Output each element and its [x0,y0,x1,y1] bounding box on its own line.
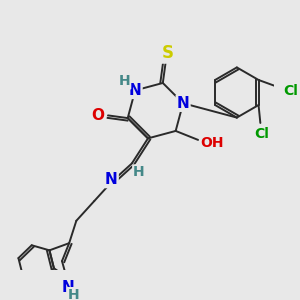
Text: N: N [105,172,118,187]
Text: S: S [161,44,173,62]
Text: O: O [91,108,104,123]
Text: H: H [68,288,80,300]
Text: H: H [118,74,130,88]
Text: N: N [129,83,142,98]
Text: N: N [62,280,75,296]
Text: Cl: Cl [284,84,298,98]
Text: Cl: Cl [255,127,270,141]
Text: N: N [177,96,190,111]
Text: OH: OH [201,136,224,151]
Text: H: H [133,165,145,179]
